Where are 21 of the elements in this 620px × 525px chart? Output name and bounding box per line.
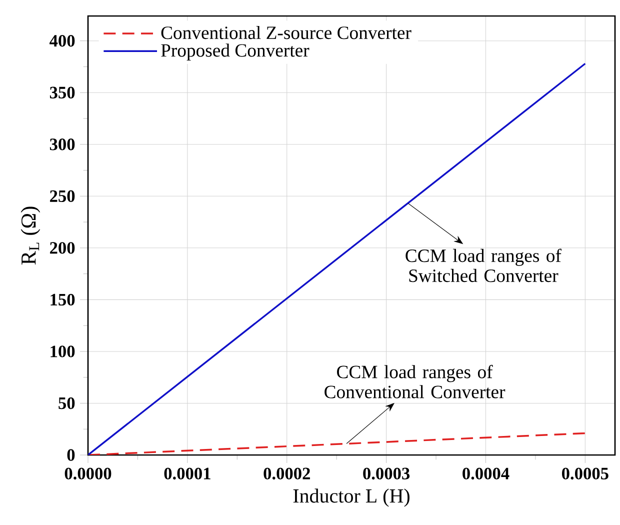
y-axis-title: R$_{L}$ (Ω): [20, 206, 40, 265]
x-tick-label: 0.0000: [64, 468, 112, 480]
x-tick-label: 0.0004: [462, 468, 510, 480]
legend-label: Proposed Converter: [161, 44, 310, 61]
y-tick-label: 100: [50, 346, 75, 358]
x-tick-label: 0.0001: [164, 468, 210, 480]
y-tick-label: 400: [50, 35, 75, 47]
y-tick-label: 300: [50, 138, 75, 150]
y-tick-label: 150: [50, 294, 75, 306]
y-tick-label: 0: [67, 449, 75, 461]
y-tick-label: 250: [50, 190, 75, 202]
x-tick-label: 0.0003: [363, 468, 410, 480]
y-tick-label: 50: [58, 397, 75, 410]
x-tick-label: 0.0002: [264, 468, 310, 480]
y-tick-label: 350: [50, 86, 75, 98]
annotation: CCM load ranges of Switched Converter: [406, 248, 562, 282]
x-axis-title: Inductor L (H): [293, 488, 410, 507]
y-tick-label: 200: [50, 242, 75, 254]
x-tick-label: 0.0005: [562, 468, 608, 480]
legend-label: Conventional Z-source Converter: [161, 26, 412, 40]
annotation: CCM load ranges of Conventional Converter: [324, 364, 506, 398]
